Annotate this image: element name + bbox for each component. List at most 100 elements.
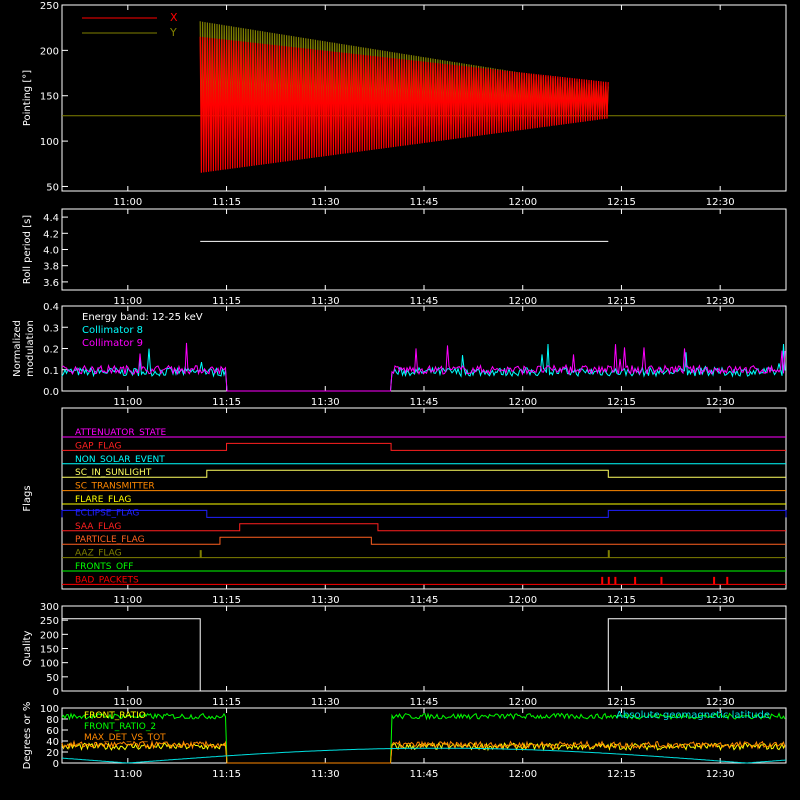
flag-fronts-off-label: FRONTS_OFF xyxy=(75,562,133,572)
x-tick-label: 11:00 xyxy=(113,296,142,307)
collimator8-line xyxy=(61,343,786,392)
x-tick-label: 11:45 xyxy=(410,769,439,780)
flag-eclipse-flag-line xyxy=(61,509,787,518)
y-axis-label: Flags xyxy=(22,485,33,511)
x-tick-label: 12:15 xyxy=(607,296,636,307)
series-latitude-line xyxy=(61,747,787,764)
x-tick-label: 11:15 xyxy=(212,296,241,307)
x-tick-label: 11:30 xyxy=(311,769,340,780)
y-tick-label: 4.0 xyxy=(43,246,59,257)
y-tick-label: 40 xyxy=(46,737,59,748)
x-tick-label: 11:45 xyxy=(410,197,439,208)
y-tick-label: 0 xyxy=(53,687,59,698)
x-tick-label: 11:30 xyxy=(311,697,340,708)
y-tick-label: 300 xyxy=(40,602,59,613)
flag-sc-transmitter-label: SC_TRANSMITTER xyxy=(75,482,155,492)
legend-front-ratio-2: FRONT_RATIO_2 xyxy=(84,722,156,732)
flag-gap-flag-line xyxy=(62,442,786,451)
x-tick-label: 12:30 xyxy=(706,197,735,208)
y-tick-label: 150 xyxy=(40,645,59,656)
x-tick-label: 12:00 xyxy=(508,397,537,408)
legend-collimator8: Collimator 8 xyxy=(82,325,143,336)
flag-particle-flag-line xyxy=(62,536,786,545)
series-front-ratio-2-line xyxy=(61,712,786,764)
legend-front-ratio: FRONT_RATIO xyxy=(84,711,146,721)
panel-0: 11:00 11:15 11:30 11:45 12:00 12:15 12:30 50 100… xyxy=(22,1,787,208)
y-tick-label: 3.6 xyxy=(43,278,59,289)
x-tick-label: 12:00 xyxy=(508,697,537,708)
x-tick-label: 11:45 xyxy=(410,697,439,708)
x-tick-label: 12:00 xyxy=(508,197,537,208)
legend-x-label: X xyxy=(170,11,178,24)
x-tick-label: 11:45 xyxy=(410,296,439,307)
y-tick-label: 0 xyxy=(53,759,59,770)
x-tick-label: 11:45 xyxy=(410,397,439,408)
panel-1: 11:00 11:15 11:30 11:45 12:00 12:15 12:30 3.6 3.… xyxy=(22,208,787,307)
x-tick-label: 11:00 xyxy=(113,697,142,708)
y-tick-label: 100 xyxy=(40,659,59,670)
x-tick-label: 11:15 xyxy=(212,769,241,780)
y-tick-label: 200 xyxy=(40,46,59,57)
flag-bad-packets-line xyxy=(62,576,786,585)
y-tick-label: 0.2 xyxy=(43,345,59,356)
x-tick-label: 11:30 xyxy=(311,595,340,606)
x-tick-label: 12:15 xyxy=(607,197,636,208)
y-tick-label: 0.3 xyxy=(43,323,59,334)
flag-aaz-flag-label: AAZ_FLAG xyxy=(75,549,122,559)
flag-particle-flag-label: PARTICLE_FLAG xyxy=(75,535,145,545)
y-tick-label: 20 xyxy=(46,748,59,759)
x-tick-label: 11:15 xyxy=(212,697,241,708)
x-tick-label: 12:15 xyxy=(607,769,636,780)
x-tick-label: 12:15 xyxy=(607,397,636,408)
x-tick-label: 12:30 xyxy=(706,595,735,606)
flag-eclipse-flag-label: ECLIPSE_FLAG xyxy=(75,508,139,518)
flag-sc-in-sunlight-label: SC_IN_SUNLIGHT xyxy=(75,468,152,478)
flag-saa-flag-label: SAA_FLAG xyxy=(75,522,121,532)
x-tick-label: 11:00 xyxy=(113,769,142,780)
panel-4: 11:00 11:15 11:30 11:45 12:00 12:15 12:30 0 50 10… xyxy=(22,602,787,708)
x-tick-label: 11:45 xyxy=(410,595,439,606)
y-tick-label: 50 xyxy=(46,673,59,684)
x-tick-label: 11:00 xyxy=(113,595,142,606)
flag-gap-flag-label: GAP_FLAG xyxy=(75,441,121,451)
flag-attenuator-state-label: ATTENUATOR_STATE xyxy=(75,428,167,438)
series-max-det-vs-tot-line xyxy=(61,739,786,764)
flag-bad-packets-label: BAD_PACKETS xyxy=(75,575,139,585)
legend-y-label: Y xyxy=(169,26,177,39)
legend-latitude: Absolute geomagnetic latitude xyxy=(616,710,770,721)
y-axis-label: Pointing [°] xyxy=(22,70,33,126)
y-tick-label: 200 xyxy=(40,630,59,641)
x-tick-label: 11:30 xyxy=(311,296,340,307)
x-tick-label: 12:15 xyxy=(607,595,636,606)
x-tick-label: 12:30 xyxy=(706,397,735,408)
y-tick-label: 4.4 xyxy=(43,213,59,224)
x-tick-label: 12:30 xyxy=(706,296,735,307)
quality-line xyxy=(62,618,786,692)
y-tick-label: 250 xyxy=(40,616,59,627)
y-tick-label: 0.0 xyxy=(43,387,59,398)
flag-flare-flag-label: FLARE_FLAG xyxy=(75,495,131,505)
y-tick-label: 250 xyxy=(40,1,59,12)
x-tick-label: 11:15 xyxy=(212,595,241,606)
y-tick-label: 150 xyxy=(40,92,59,103)
flag-non-solar-event-label: NON_SOLAR_EVENT xyxy=(75,455,165,465)
y-tick-label: 3.8 xyxy=(43,262,59,273)
x-tick-label: 11:00 xyxy=(113,197,142,208)
x-tick-label: 11:30 xyxy=(311,197,340,208)
series-x-line xyxy=(199,36,609,173)
collimator9-line xyxy=(61,342,786,392)
y-axis-label: Degrees or % xyxy=(22,702,33,770)
x-tick-label: 11:00 xyxy=(113,397,142,408)
flag-saa-flag-line xyxy=(62,523,786,532)
y-axis-label: Normalized xyxy=(12,320,23,377)
y-tick-label: 0.1 xyxy=(43,366,59,377)
x-tick-label: 12:00 xyxy=(508,595,537,606)
energy-band-label: Energy band: 12-25 keV xyxy=(82,312,203,323)
y-tick-label: 100 xyxy=(40,704,59,715)
x-tick-label: 12:00 xyxy=(508,769,537,780)
y-tick-label: 100 xyxy=(40,137,59,148)
y-tick-label: 60 xyxy=(46,726,59,737)
y-tick-label: 0.4 xyxy=(43,302,59,313)
x-tick-label: 12:30 xyxy=(706,769,735,780)
